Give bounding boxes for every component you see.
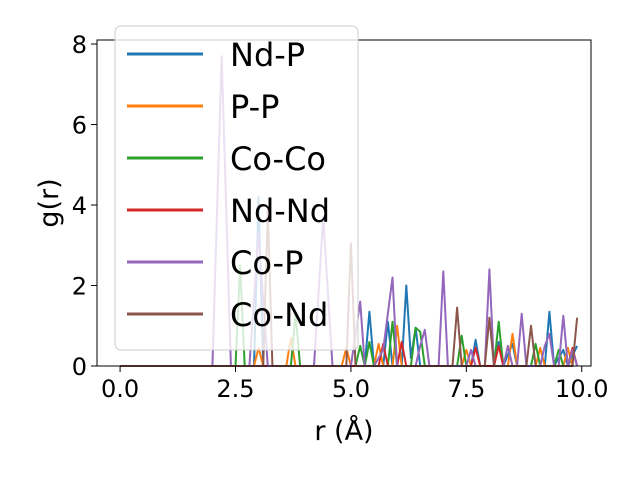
- y-tick-label: 4: [72, 192, 87, 220]
- x-tick-label: 5.0: [332, 375, 370, 403]
- x-tick-label: 2.5: [216, 375, 254, 403]
- legend-label: Nd-Nd: [230, 192, 330, 230]
- legend-label: P-P: [230, 88, 279, 126]
- legend-label: Nd-P: [230, 36, 305, 74]
- y-tick-label: 2: [72, 273, 87, 301]
- x-tick-label: 7.5: [447, 375, 485, 403]
- x-tick-label: 10.0: [555, 375, 608, 403]
- legend-label: Co-Co: [230, 140, 326, 178]
- y-axis: 0 2 4 6 8: [72, 31, 97, 381]
- x-axis: 0.0 2.5 5.0 7.5 10.0: [101, 366, 608, 403]
- legend: Nd-P P-P Co-Co Nd-Nd Co-P Co-Nd: [114, 25, 359, 351]
- y-tick-label: 0: [72, 353, 87, 381]
- legend-label: Co-Nd: [230, 296, 328, 334]
- legend-label: Co-P: [230, 244, 303, 282]
- x-axis-label: r (Å): [314, 415, 373, 447]
- y-tick-label: 8: [72, 31, 87, 59]
- y-tick-label: 6: [72, 112, 87, 140]
- y-axis-label: g(r): [34, 178, 65, 227]
- x-tick-label: 0.0: [101, 375, 139, 403]
